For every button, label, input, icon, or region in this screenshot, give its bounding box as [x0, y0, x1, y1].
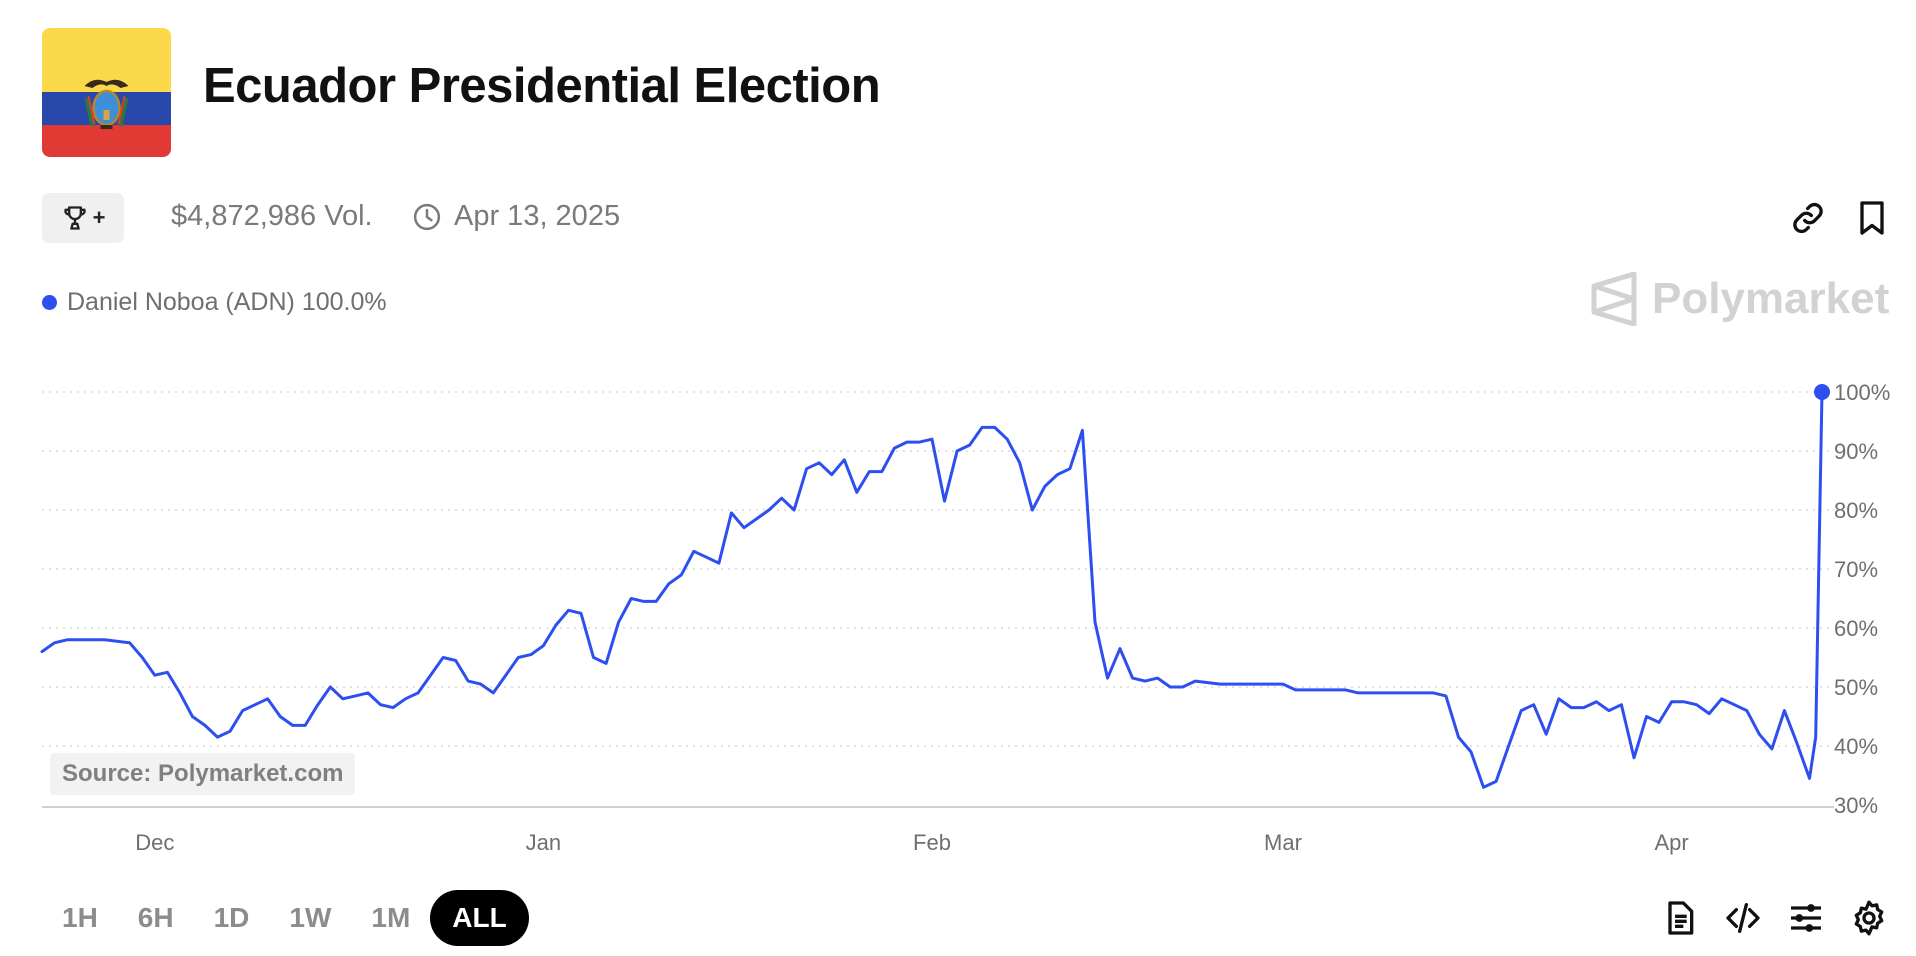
legend-dot	[42, 295, 57, 310]
page-title: Ecuador Presidential Election	[203, 59, 881, 113]
trophy-plus-label: +	[92, 205, 106, 230]
end-date: Apr 13, 2025	[412, 200, 620, 233]
series-line-daniel-noboa	[40, 390, 1824, 789]
x-tick-label: Feb	[913, 830, 951, 855]
flag-yellow-band	[42, 28, 171, 92]
series-end-marker	[1814, 384, 1830, 400]
y-tick-label: 30%	[1834, 793, 1878, 818]
end-date-text: Apr 13, 2025	[454, 200, 621, 232]
code-icon	[1726, 903, 1760, 933]
ecuador-flag-icon	[42, 28, 171, 157]
y-tick-label: 40%	[1834, 734, 1878, 759]
volume-text: $4,872,986 Vol.	[171, 200, 373, 232]
settings-button[interactable]	[1849, 898, 1889, 938]
polymarket-watermark: Polymarket	[1590, 272, 1889, 326]
range-button-1m[interactable]: 1M	[371, 902, 411, 933]
clock-icon	[413, 203, 441, 230]
filters-button[interactable]	[1786, 898, 1826, 938]
chart-legend: Daniel Noboa (ADN) 100.0%	[42, 288, 387, 317]
flag-red-band	[42, 125, 171, 157]
embed-button[interactable]	[1723, 898, 1763, 938]
range-button-1d[interactable]: 1D	[213, 902, 250, 933]
y-tick-label: 100%	[1834, 380, 1890, 405]
copy-link-button[interactable]	[1788, 198, 1828, 238]
document-icon	[1668, 901, 1694, 935]
time-range-selector: 1H 6H 1D 1W 1M ALL	[42, 890, 529, 946]
range-button-1h[interactable]: 1H	[62, 902, 98, 933]
y-tick-label: 80%	[1834, 498, 1878, 523]
bookmark-button[interactable]	[1852, 198, 1892, 238]
x-tick-label: Mar	[1264, 830, 1302, 855]
x-tick-label: Jan	[526, 830, 561, 855]
y-tick-label: 70%	[1834, 557, 1878, 582]
range-button-all[interactable]: ALL	[430, 890, 529, 946]
x-tick-label: Dec	[135, 830, 174, 855]
sliders-icon	[1791, 904, 1821, 932]
trophy-icon	[63, 206, 86, 230]
trophy-button[interactable]: +	[42, 193, 124, 243]
document-button[interactable]	[1660, 898, 1700, 938]
bookmark-icon	[1860, 201, 1884, 235]
coat-of-arms-icon	[84, 79, 129, 129]
legend-label: Daniel Noboa (ADN) 100.0%	[67, 288, 387, 316]
polymarket-logo-icon	[1591, 272, 1637, 326]
price-chart: 30% 40% 50% 60% 70% 80% 90% 100% Dec Jan Feb Mar Ap…	[40, 380, 1890, 855]
settings-icon	[1854, 900, 1884, 936]
x-tick-label: Apr	[1654, 830, 1688, 855]
range-button-1w[interactable]: 1W	[289, 902, 332, 933]
y-tick-label: 90%	[1834, 439, 1878, 464]
y-tick-label: 50%	[1834, 675, 1878, 700]
link-icon	[1793, 202, 1823, 234]
watermark-text: Polymarket	[1652, 274, 1890, 323]
source-label: Source: Polymarket.com	[50, 753, 356, 795]
y-tick-label: 60%	[1834, 616, 1878, 641]
range-button-6h[interactable]: 6H	[137, 902, 174, 933]
